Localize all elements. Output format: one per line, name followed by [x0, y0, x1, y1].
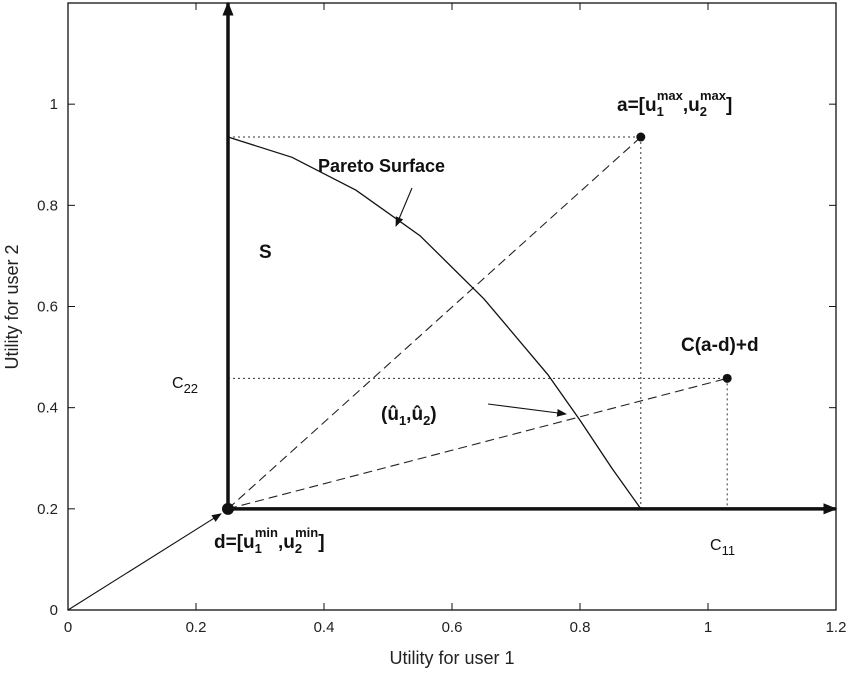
- x-tick-label: 0.4: [314, 619, 335, 636]
- pareto-label-arrow: [395, 187, 413, 227]
- point-cad: [722, 373, 732, 383]
- dashed-line-d-to-cad: [227, 377, 728, 510]
- s-region-label: S: [259, 242, 272, 263]
- point-a: [636, 132, 646, 142]
- guide-lines: [228, 136, 728, 509]
- point-d: [222, 502, 234, 515]
- point-cad-label: C(a-d)+d: [681, 335, 759, 356]
- y-tick-label: 0.2: [37, 501, 58, 518]
- point-a-label: a=[u1max,u2max]: [617, 88, 732, 119]
- y-axis-label: Utility for user 2: [2, 244, 22, 369]
- y-tick-label: 0: [50, 602, 58, 619]
- x-tick-label: 0.2: [186, 619, 207, 636]
- y-tick-label: 1: [50, 96, 58, 113]
- uhat-label-arrow: [487, 403, 567, 417]
- x-axis-label: Utility for user 1: [389, 648, 514, 668]
- c22-label: C22: [172, 375, 198, 396]
- y-tick-label: 0.4: [37, 400, 58, 417]
- x-tick-label: 0: [64, 619, 72, 636]
- point-d-label: d=[u1min,u2min]: [214, 525, 325, 556]
- x-tick-label: 1: [704, 619, 712, 636]
- uhat-label: (û1,û2): [381, 404, 437, 428]
- dashed-line-d-to-a: [227, 136, 642, 510]
- pareto-surface-label: Pareto Surface: [318, 156, 445, 176]
- x-tick-label: 0.6: [442, 619, 463, 636]
- x-tick-label: 1.2: [826, 619, 847, 636]
- pareto-surface-curve: [227, 136, 642, 510]
- mark-layer: [67, 1, 838, 611]
- x-tick-label: 0.8: [570, 619, 591, 636]
- c11-label: C11: [710, 537, 735, 558]
- y-tick-label: 0.8: [37, 197, 58, 214]
- origin-to-d-arrow: [67, 513, 222, 611]
- y-tick-label: 0.6: [37, 299, 58, 316]
- tick-layer: 0 0.2 0.4 0.6 0.8 1 1.2 0 0.2 0.4 0.6 0.8 1: [37, 3, 846, 636]
